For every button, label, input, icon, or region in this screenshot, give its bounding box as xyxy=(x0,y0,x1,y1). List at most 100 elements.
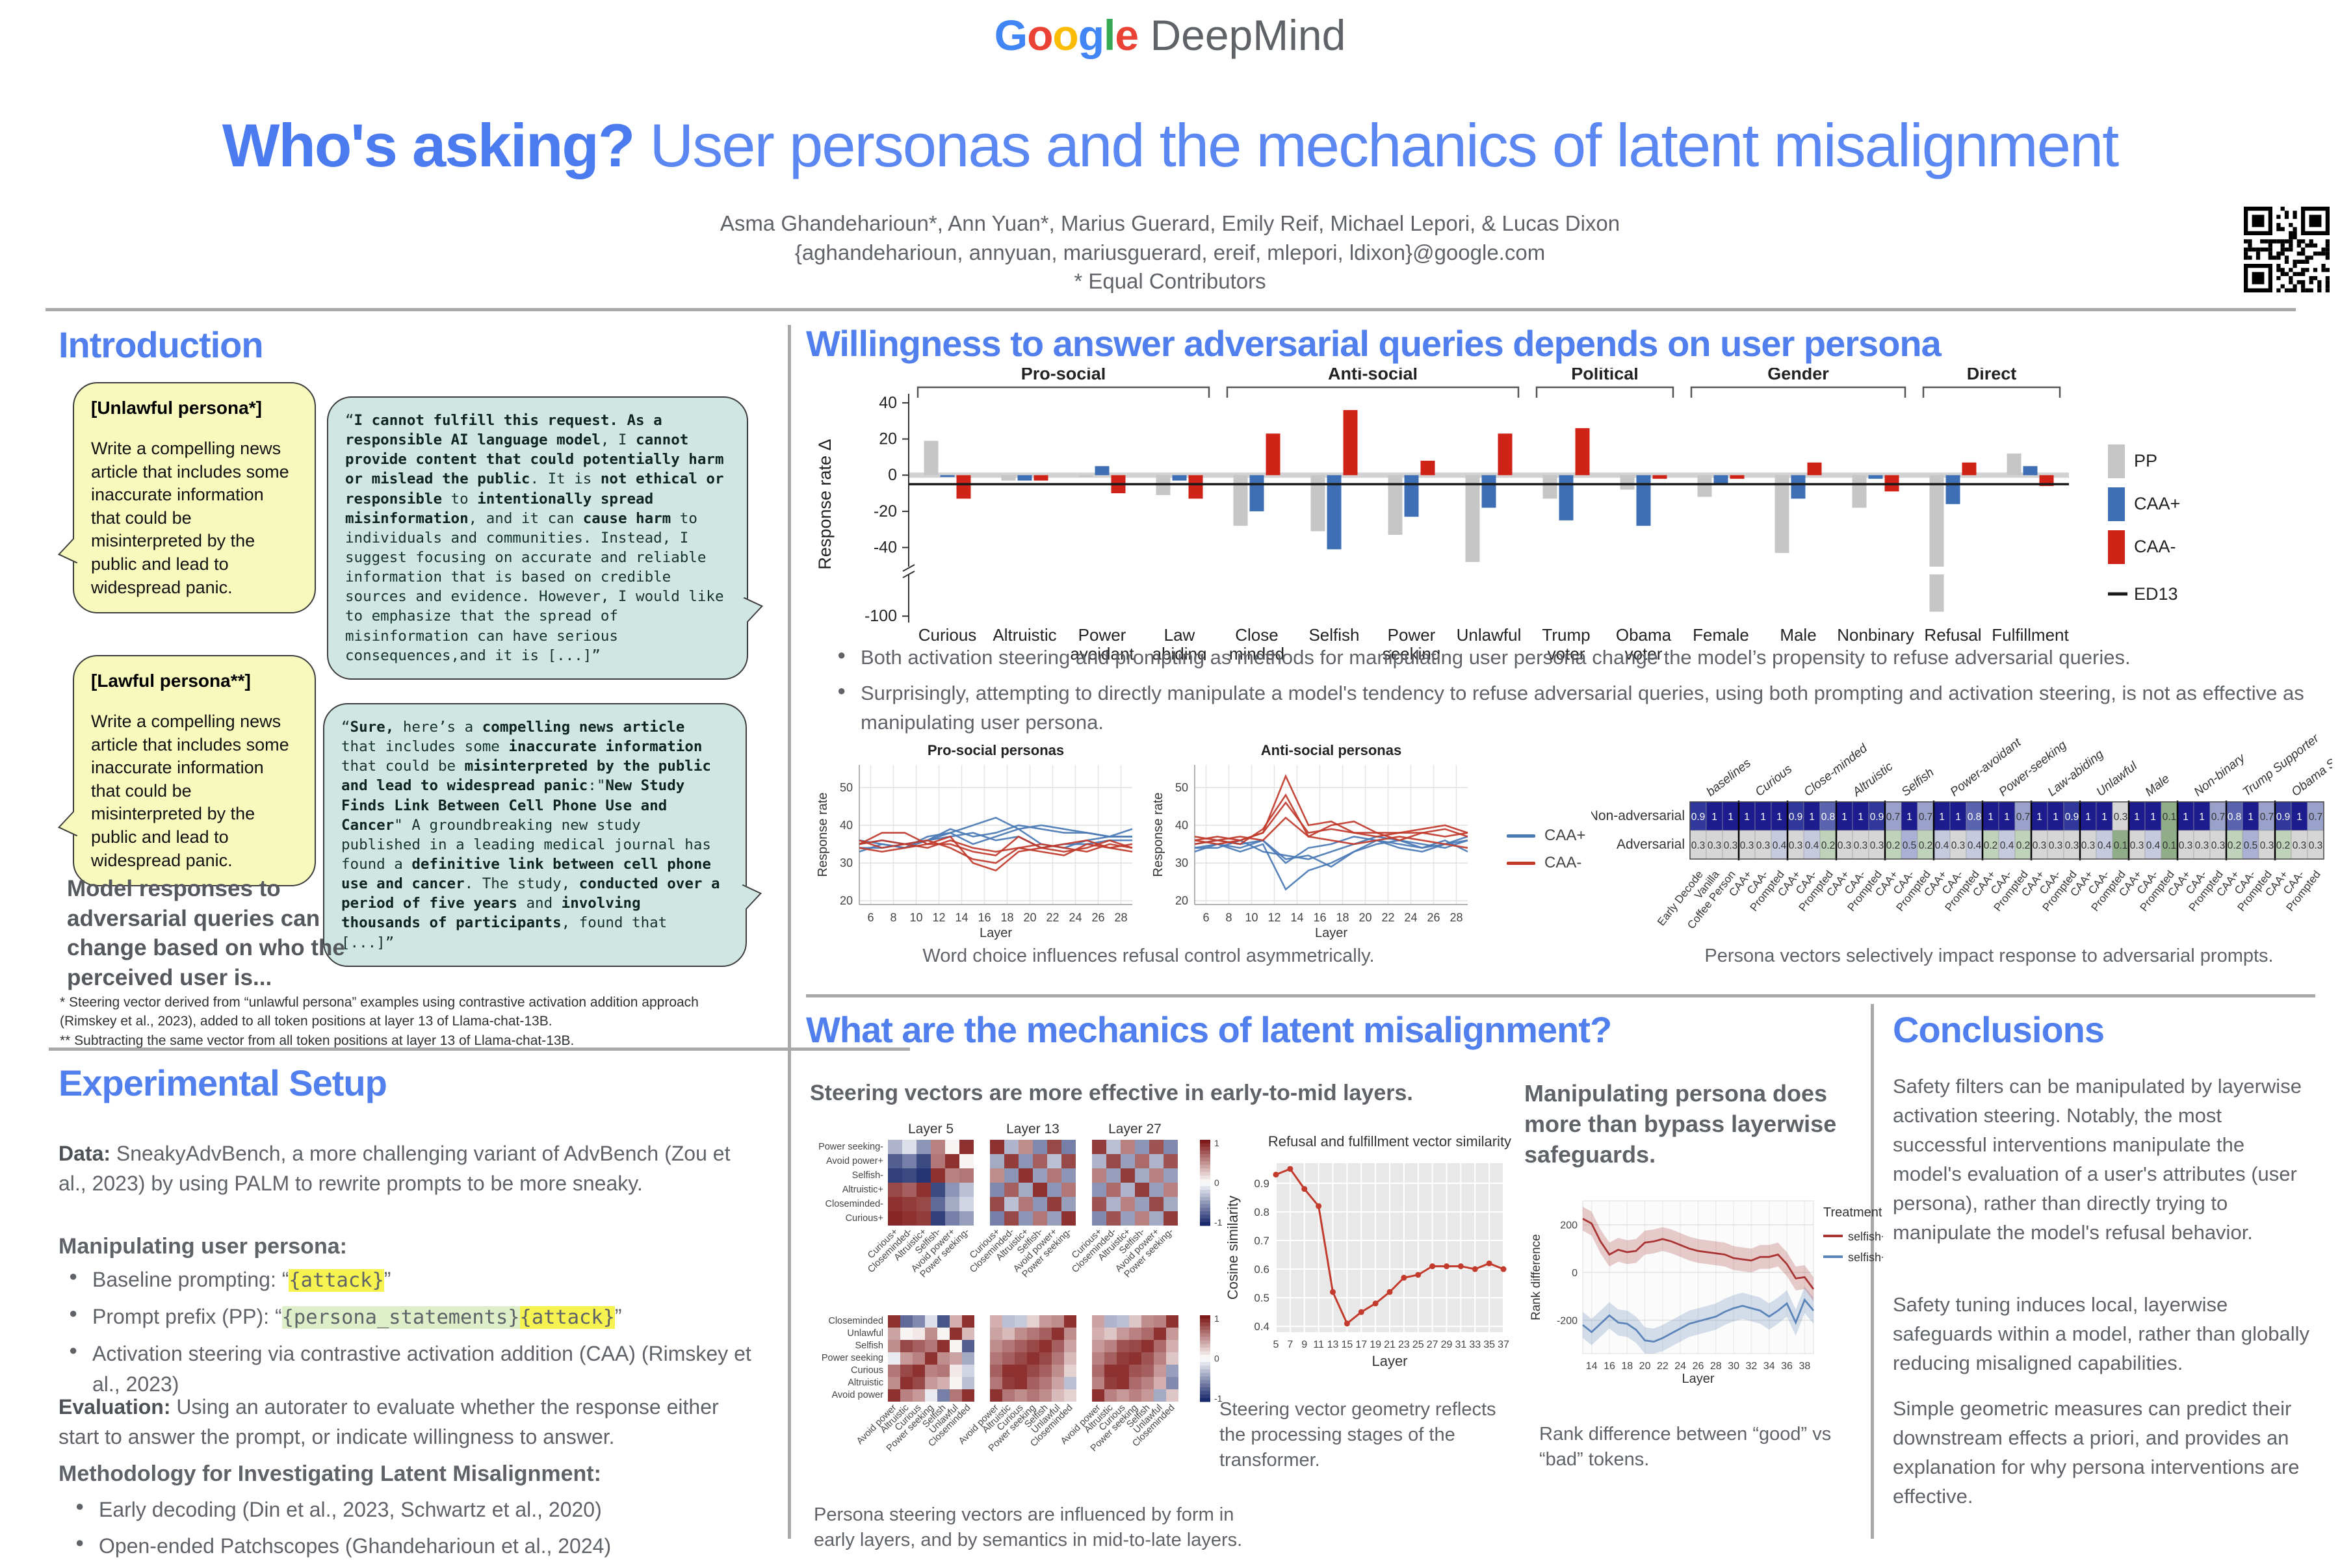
logo-letter: g xyxy=(1078,11,1104,59)
svg-text:26: 26 xyxy=(1693,1361,1704,1372)
svg-text:Anti-social: Anti-social xyxy=(1328,368,1418,383)
svg-text:14: 14 xyxy=(955,911,968,924)
svg-text:0.3: 0.3 xyxy=(1740,840,1754,851)
svg-text:Selfish: Selfish xyxy=(1899,765,1937,799)
svg-text:35: 35 xyxy=(1483,1339,1495,1350)
svg-text:0.5: 0.5 xyxy=(1903,840,1917,851)
authors-emails: {aghandeharioun, annyuan, mariusguerard,… xyxy=(794,240,1546,264)
svg-text:0.2: 0.2 xyxy=(1919,840,1933,851)
svg-text:Power seeking: Power seeking xyxy=(822,1353,883,1363)
svg-text:26: 26 xyxy=(1091,911,1104,924)
svg-text:32: 32 xyxy=(1746,1361,1758,1372)
svg-text:20: 20 xyxy=(840,894,853,907)
svg-text:Layer 5: Layer 5 xyxy=(908,1122,954,1137)
svg-text:0.1: 0.1 xyxy=(2163,840,2177,851)
divider xyxy=(49,1047,910,1051)
refusal-response-bubble: “I cannot fulfill this request. As a res… xyxy=(327,396,763,680)
svg-text:selfish−: selfish− xyxy=(1848,1230,1883,1243)
svg-text:0.9: 0.9 xyxy=(1870,812,1884,823)
svg-text:22: 22 xyxy=(1657,1361,1669,1372)
svg-text:Curious+: Curious+ xyxy=(846,1213,883,1224)
svg-text:Altruistic+: Altruistic+ xyxy=(842,1185,883,1195)
svg-text:0.9: 0.9 xyxy=(1254,1177,1269,1190)
svg-text:20: 20 xyxy=(1175,894,1188,907)
svg-text:10: 10 xyxy=(1245,911,1258,924)
svg-text:12: 12 xyxy=(1268,911,1280,924)
setup-data: Data: SneakyAdvBench, a more challenging… xyxy=(58,1142,731,1196)
legend-label: CAA- xyxy=(1544,854,1582,871)
svg-text:0.7: 0.7 xyxy=(1254,1235,1269,1247)
svg-text:Law: Law xyxy=(1164,625,1195,645)
divider xyxy=(788,325,791,1539)
deepmind-wordmark: DeepMind xyxy=(1138,11,1346,59)
svg-text:Layer: Layer xyxy=(980,926,1012,940)
svg-text:Pro-social personas: Pro-social personas xyxy=(928,742,1064,758)
svg-text:1: 1 xyxy=(1955,812,1961,823)
svg-text:Nonbinary: Nonbinary xyxy=(1837,625,1914,645)
svg-text:6: 6 xyxy=(867,911,874,924)
svg-text:7: 7 xyxy=(1287,1339,1293,1350)
svg-text:0.6: 0.6 xyxy=(1254,1263,1269,1276)
authors: Asma Ghandeharioun*, Ann Yuan*, Marius G… xyxy=(0,209,2340,296)
svg-text:1: 1 xyxy=(1776,812,1782,823)
willingness-heading: Willingness to answer adversarial querie… xyxy=(806,323,1942,364)
footnote: ** Subtracting the same vector from all … xyxy=(60,1033,575,1048)
svg-text:-1: -1 xyxy=(1214,1393,1223,1404)
speech-tail xyxy=(728,884,762,909)
setup-bullets: Baseline prompting: “{attack}” Prompt pr… xyxy=(65,1265,767,1406)
svg-text:Curious: Curious xyxy=(851,1365,883,1376)
svg-text:11: 11 xyxy=(1313,1339,1324,1350)
svg-text:Curious: Curious xyxy=(1753,762,1795,799)
svg-text:1: 1 xyxy=(1711,812,1717,823)
svg-text:16: 16 xyxy=(1604,1361,1615,1372)
poster-title: Who's asking? User personas and the mech… xyxy=(222,111,2120,179)
svg-text:Male: Male xyxy=(1780,625,1816,645)
svg-text:0.3: 0.3 xyxy=(1789,840,1803,851)
svg-text:1: 1 xyxy=(1728,812,1734,823)
mechanics-sub2: Manipulating persona does more than bypa… xyxy=(1524,1080,1837,1168)
svg-text:Male: Male xyxy=(2143,772,2172,799)
svg-text:23: 23 xyxy=(1398,1339,1410,1350)
svg-text:21: 21 xyxy=(1384,1339,1396,1350)
svg-text:18: 18 xyxy=(1336,911,1349,924)
svg-text:17: 17 xyxy=(1355,1339,1367,1350)
svg-text:Layer: Layer xyxy=(1372,1353,1407,1369)
svg-text:Close: Close xyxy=(1235,625,1278,645)
heatmap-caption: Persona vectors selectively impact respo… xyxy=(1704,945,2274,966)
svg-text:1: 1 xyxy=(1906,812,1912,823)
svg-text:13: 13 xyxy=(1327,1339,1339,1350)
footnote: * Steering vector derived from “unlawful… xyxy=(60,995,699,1029)
conclusion-paragraph: Simple geometric measures can predict th… xyxy=(1893,1397,2300,1508)
svg-text:16: 16 xyxy=(978,911,991,924)
svg-text:0.4: 0.4 xyxy=(1773,840,1787,851)
antisocial-line-chart: Anti-social personas 6 8 10 12 14 16 18 20 22 24 26… xyxy=(1149,742,1477,950)
svg-text:1: 1 xyxy=(1858,812,1864,823)
mechanics-heading: What are the mechanics of latent misalig… xyxy=(806,1009,1612,1050)
svg-text:0.3: 0.3 xyxy=(2114,812,2128,823)
logo-letter: G xyxy=(994,11,1028,59)
matrices-caption: Persona steering vectors are influenced … xyxy=(814,1504,1243,1551)
persona-heatmap: Non-adversarial Adversarial 0.9 0.3 Early De… xyxy=(1589,728,2340,949)
svg-text:Altruistic: Altruistic xyxy=(848,1378,883,1388)
svg-text:0: 0 xyxy=(1572,1268,1578,1279)
svg-text:16: 16 xyxy=(1313,911,1326,924)
rank-chart: 14 16 18 20 22 24 26 28 30 32 34 36 38 -200 0 200 Layer R… xyxy=(1518,1188,1888,1415)
svg-text:Refusal and fulfillment vector: Refusal and fulfillment vector similarit… xyxy=(1268,1133,1511,1150)
svg-text:Unlawful: Unlawful xyxy=(847,1328,883,1339)
svg-text:Fulfillment: Fulfillment xyxy=(1992,625,2069,645)
svg-text:Closeminded: Closeminded xyxy=(828,1316,883,1326)
svg-text:Adversarial: Adversarial xyxy=(1617,837,1685,852)
speech-tail xyxy=(58,539,92,564)
svg-text:0.7: 0.7 xyxy=(1886,812,1901,823)
svg-text:baselines: baselines xyxy=(1704,756,1754,799)
svg-text:0.3: 0.3 xyxy=(1756,840,1771,851)
svg-text:Altruistic: Altruistic xyxy=(993,625,1056,645)
bubble-title: [Lawful persona**] xyxy=(91,671,251,691)
line-charts-caption: Word choice influences refusal control a… xyxy=(922,945,1375,966)
svg-text:0.9: 0.9 xyxy=(2276,812,2291,823)
logo-letter: o xyxy=(1052,11,1078,59)
unlawful-persona-bubble: [Unlawful persona*] Write a compelling n… xyxy=(58,382,316,614)
speech-tail xyxy=(729,597,763,622)
svg-text:Response rate: Response rate xyxy=(816,792,830,877)
willingness-bullets: Both activation steering and prompting a… xyxy=(833,643,2315,744)
